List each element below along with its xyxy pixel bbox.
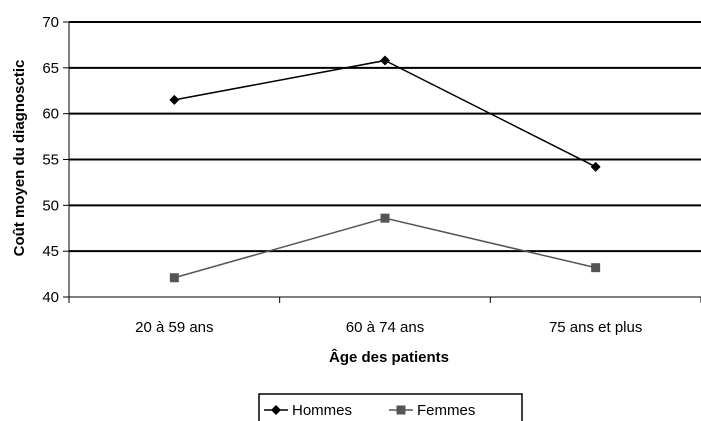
x-tick-label: 75 ans et plus (549, 319, 642, 336)
legend-label-hommes: Hommes (292, 402, 352, 419)
y-axis-ticks: 40 45 50 55 60 65 70 (42, 14, 69, 306)
x-tick-label: 20 à 59 ans (135, 319, 213, 336)
y-tick-label: 60 (42, 106, 59, 123)
series-layer (169, 55, 601, 283)
x-tick-label: 60 à 74 ans (346, 319, 424, 336)
data-point-hommes (590, 161, 601, 172)
series-line-femmes (174, 217, 596, 279)
data-point-hommes (169, 94, 180, 105)
x-axis-title: Âge des patients (329, 348, 449, 366)
series-femmes (169, 213, 601, 283)
y-axis-title: Coût moyen du diagnosctic (11, 60, 28, 257)
legend-marker-femmes (396, 405, 406, 415)
data-point-femmes (380, 213, 390, 223)
series-hommes (169, 55, 601, 172)
data-point-femmes (591, 263, 601, 273)
data-point-hommes (380, 55, 390, 66)
x-axis-ticks: 20 à 59 ans 60 à 74 ans 75 ans et plus (68, 297, 701, 336)
legend-box (258, 393, 523, 421)
y-tick-label: 55 (42, 152, 59, 169)
legend-marker-hommes (271, 405, 281, 415)
y-tick-label: 40 (42, 289, 59, 306)
y-tick-label: 65 (42, 60, 59, 77)
y-tick-label: 50 (42, 197, 59, 214)
y-tick-label: 45 (42, 243, 59, 260)
axes (68, 22, 701, 298)
data-point-femmes (169, 273, 179, 283)
gridlines (69, 21, 701, 253)
y-tick-label: 70 (42, 14, 59, 31)
legend: Hommes Femmes (258, 393, 523, 421)
legend-label-femmes: Femmes (417, 402, 475, 419)
